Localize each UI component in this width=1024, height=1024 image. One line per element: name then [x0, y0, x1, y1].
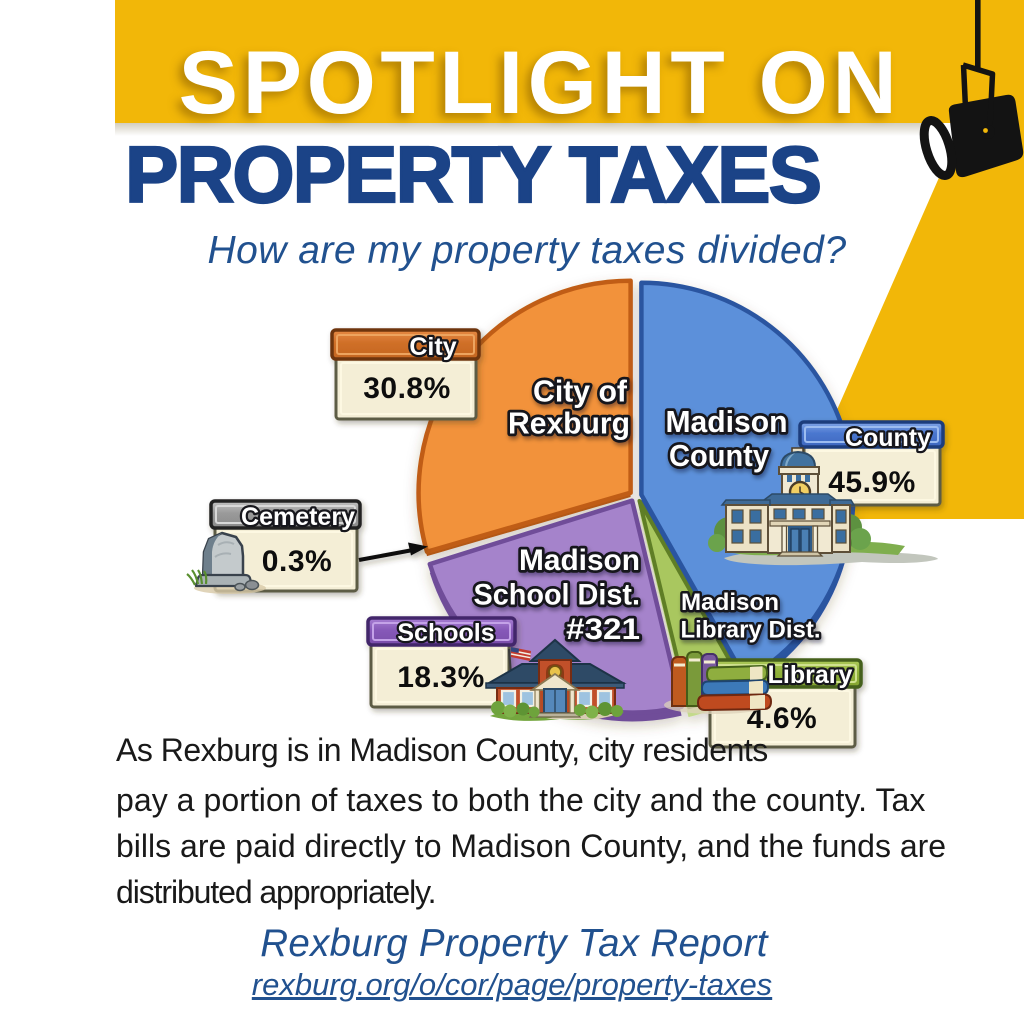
svg-text:0.3%: 0.3% [262, 545, 332, 578]
svg-text:City: City [409, 333, 456, 361]
svg-text:Schools: Schools [397, 619, 494, 647]
svg-text:#321: #321 [566, 613, 640, 646]
svg-text:30.8%: 30.8% [363, 372, 451, 405]
svg-text:Madison: Madison [681, 589, 779, 616]
svg-text:Rexburg: Rexburg [508, 406, 630, 441]
svg-text:County: County [845, 424, 931, 452]
svg-text:County: County [669, 438, 770, 473]
svg-text:Madison: Madison [519, 544, 640, 577]
svg-text:45.9%: 45.9% [828, 466, 916, 499]
svg-text:Madison: Madison [666, 404, 788, 439]
svg-text:City of: City of [533, 374, 628, 409]
svg-text:18.3%: 18.3% [397, 661, 485, 694]
svg-text:Library Dist.: Library Dist. [681, 617, 821, 644]
svg-text:Library: Library [768, 661, 853, 689]
svg-text:Cemetery: Cemetery [241, 503, 355, 531]
svg-text:School Dist.: School Dist. [474, 579, 641, 612]
